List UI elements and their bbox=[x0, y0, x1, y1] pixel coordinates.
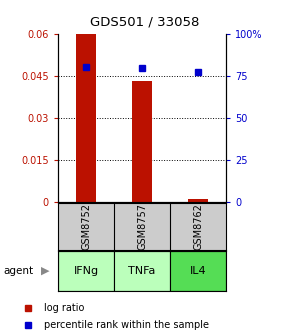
Bar bbox=[132, 81, 152, 202]
Text: TNFa: TNFa bbox=[128, 266, 156, 276]
Text: GSM8757: GSM8757 bbox=[137, 203, 147, 250]
Bar bbox=[170, 251, 226, 291]
Text: percentile rank within the sample: percentile rank within the sample bbox=[44, 320, 209, 330]
Bar bbox=[188, 199, 208, 202]
Bar bbox=[58, 251, 114, 291]
Text: ▶: ▶ bbox=[41, 266, 49, 276]
Bar bbox=[114, 251, 170, 291]
Text: IFNg: IFNg bbox=[73, 266, 99, 276]
Text: IL4: IL4 bbox=[190, 266, 206, 276]
Text: log ratio: log ratio bbox=[44, 303, 84, 313]
Text: GSM8752: GSM8752 bbox=[81, 203, 91, 250]
Bar bbox=[76, 34, 96, 202]
Text: GDS501 / 33058: GDS501 / 33058 bbox=[90, 15, 200, 28]
Text: agent: agent bbox=[3, 266, 33, 276]
Text: GSM8762: GSM8762 bbox=[193, 203, 203, 250]
